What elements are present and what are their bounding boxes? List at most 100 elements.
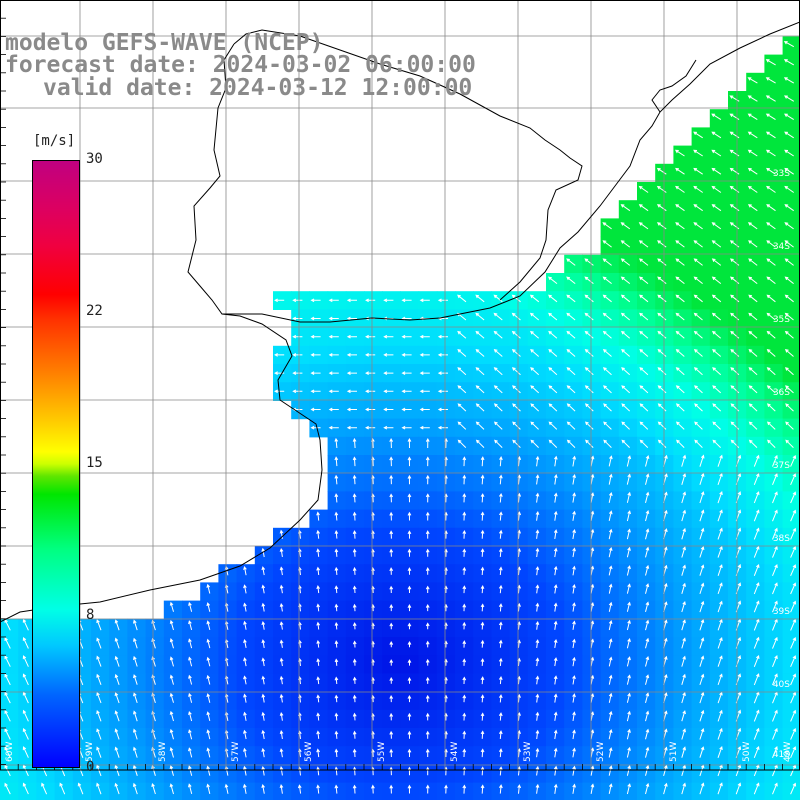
wind-arrow (766, 240, 776, 248)
wind-arrow (169, 728, 174, 740)
wind-arrow (566, 439, 576, 448)
wind-arrow (784, 258, 794, 266)
wind-arrow (681, 619, 686, 631)
wind-arrow (4, 746, 11, 758)
wind-arrow (645, 619, 650, 631)
wind-arrow (784, 312, 794, 321)
wind-arrow (401, 389, 412, 394)
wind-arrow (753, 600, 760, 613)
wind-arrow (626, 510, 631, 522)
wind-arrow (498, 784, 503, 794)
latitude-label: 35S (773, 315, 790, 325)
wind-arrow (114, 782, 120, 795)
wind-arrow (169, 783, 174, 795)
wind-arrow (352, 511, 357, 521)
wind-arrow (753, 709, 760, 722)
wind-arrow (316, 730, 321, 739)
wind-arrow (675, 258, 685, 266)
wind-arrow (772, 564, 778, 576)
wind-arrow (735, 782, 742, 795)
wind-arrow (407, 659, 412, 666)
wind-arrow (279, 693, 284, 703)
wind-arrow (748, 403, 758, 412)
latitude-label: 39S (773, 607, 790, 617)
wind-arrow (462, 658, 467, 666)
wind-arrow (566, 312, 576, 321)
wind-arrow (480, 639, 485, 648)
wind-arrow (188, 783, 193, 795)
wind-arrow (572, 765, 576, 776)
wind-arrow (346, 407, 357, 412)
wind-arrow (279, 711, 284, 721)
wind-arrow (608, 565, 613, 576)
wind-arrow (480, 566, 485, 576)
wind-arrow (554, 474, 558, 485)
wind-arrow (457, 421, 467, 430)
wind-arrow (675, 312, 685, 321)
wind-arrow (584, 330, 594, 339)
wind-arrow (717, 564, 723, 576)
wind-arrow (425, 585, 430, 593)
wind-arrow (383, 353, 394, 357)
wind-arrow (334, 730, 339, 739)
wind-arrow (22, 727, 29, 740)
wind-arrow (462, 493, 467, 503)
wind-arrow (480, 784, 485, 794)
wind-arrow (188, 710, 193, 722)
wind-arrow (22, 746, 29, 758)
wind-arrow (621, 385, 631, 394)
wind-arrow (699, 491, 705, 504)
wind-arrow (645, 637, 650, 649)
wind-arrow (334, 748, 339, 758)
wind-arrow (783, 41, 795, 48)
wind-arrow (334, 694, 339, 703)
wind-arrow (657, 349, 667, 357)
wind-arrow (602, 312, 612, 321)
wind-arrow (425, 456, 430, 467)
title-valid-date: valid date: 2024-03-12 12:00:00 (43, 75, 473, 101)
wind-arrow (693, 149, 703, 157)
wind-arrow (790, 527, 797, 540)
wind-arrow (747, 149, 758, 157)
wind-arrow (480, 748, 485, 758)
wind-arrow (784, 294, 794, 303)
wind-arrow (603, 385, 612, 394)
latitude-label: 33S (773, 169, 790, 179)
wind-arrow (511, 367, 521, 376)
wind-arrow (462, 748, 467, 758)
wind-arrow (626, 528, 631, 540)
wind-arrow (4, 655, 11, 667)
wind-arrow (498, 675, 503, 685)
wind-arrow (766, 167, 776, 175)
wind-arrow (790, 618, 797, 631)
wind-arrow (316, 658, 321, 666)
wind-arrow (608, 528, 613, 540)
wind-arrow (457, 439, 467, 448)
wind-arrow (114, 673, 120, 685)
wind-arrow (711, 258, 722, 266)
wind-arrow (608, 674, 613, 685)
longitude-label: 52W (596, 742, 606, 762)
wind-arrow (365, 353, 376, 357)
wind-arrow (261, 711, 266, 721)
latitude-label: 37S (773, 461, 790, 471)
wind-arrow (310, 298, 321, 303)
wind-arrow (766, 367, 776, 376)
wind-arrow (711, 330, 722, 339)
wind-arrow (480, 548, 485, 557)
wind-arrow (261, 747, 266, 758)
wind-arrow (645, 454, 650, 467)
wind-arrow (674, 149, 685, 157)
wind-arrow (352, 784, 357, 794)
wind-arrow (748, 439, 758, 448)
wind-arrow (206, 656, 211, 667)
wind-arrow (553, 675, 558, 685)
wind-arrow (657, 330, 667, 339)
wind-arrow (675, 294, 685, 303)
wind-arrow (639, 330, 649, 339)
wind-arrow (590, 510, 595, 521)
wind-arrow (548, 294, 558, 303)
wind-arrow (22, 636, 29, 649)
wind-arrow (675, 185, 685, 193)
longitude-label: 54W (450, 742, 460, 762)
